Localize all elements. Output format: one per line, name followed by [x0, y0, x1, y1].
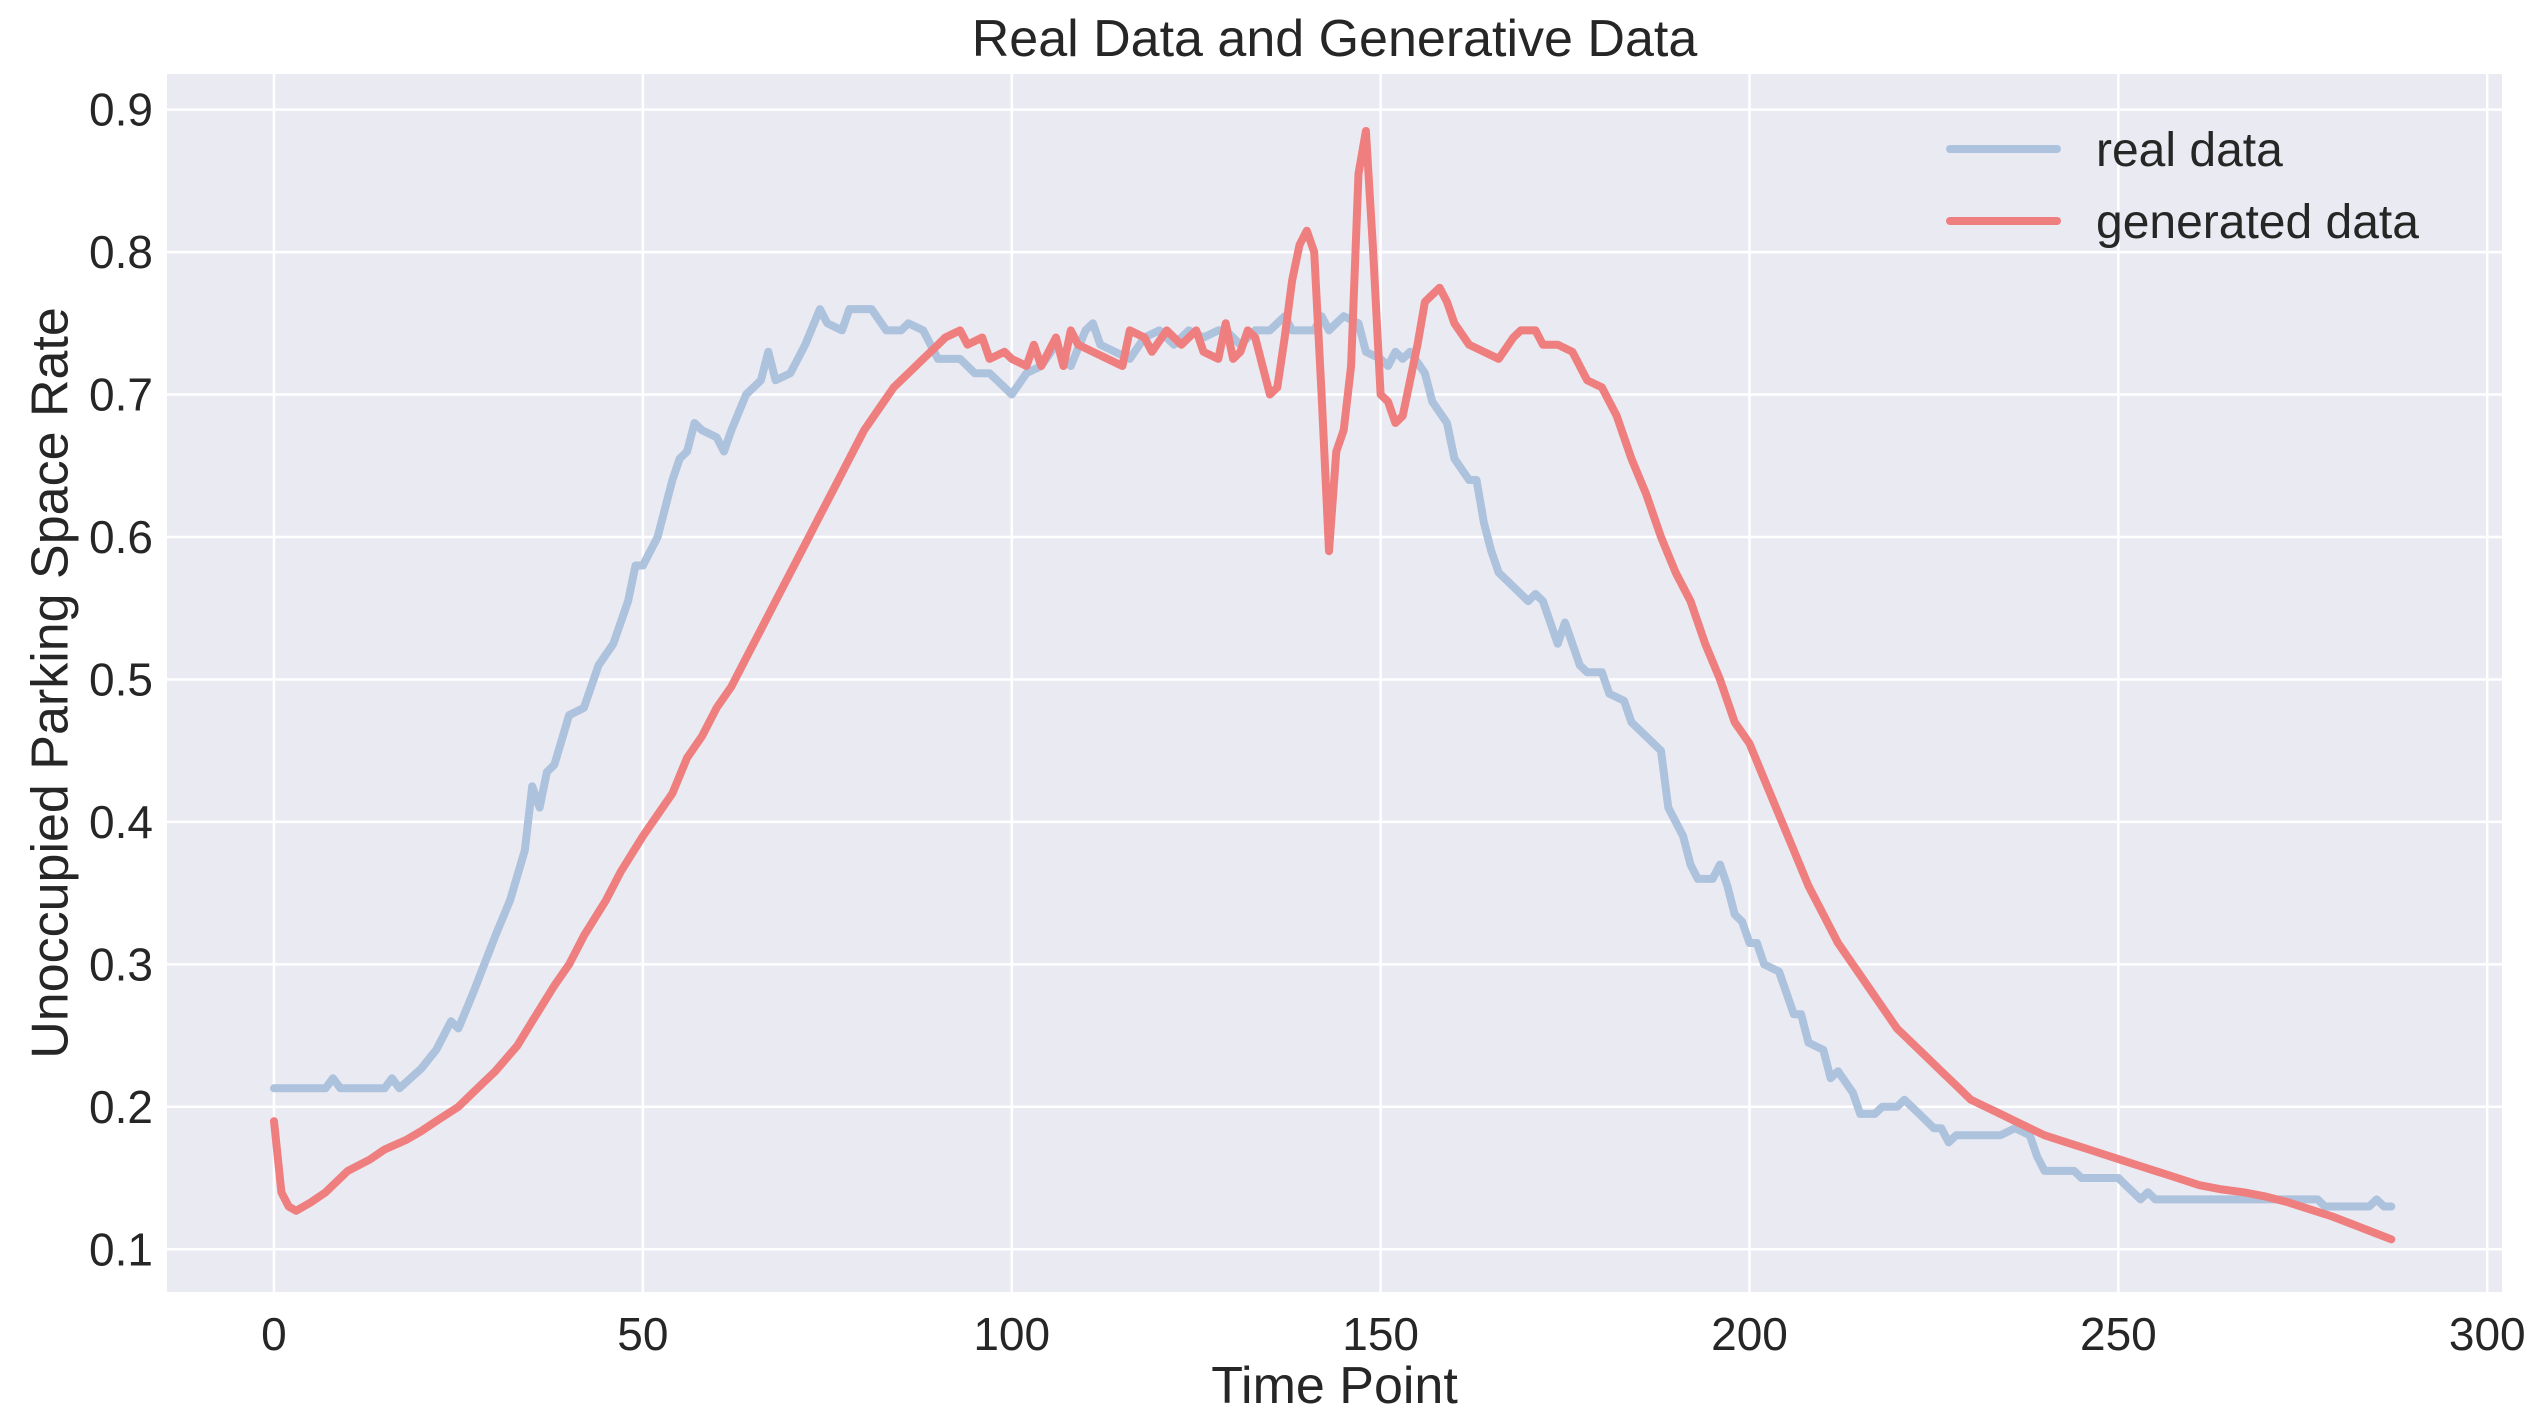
- x-tick-label: 50: [617, 1308, 668, 1360]
- y-tick-label: 0.9: [89, 84, 153, 136]
- series-layer: [270, 127, 2396, 1244]
- y-tick-label: 0.3: [89, 938, 153, 990]
- x-tick-label: 150: [1342, 1308, 1419, 1360]
- chart-title: Real Data and Generative Data: [972, 10, 1698, 68]
- y-axis-ticks: 0.1 0.2 0.3 0.4 0.5 0.6 0.7 0.8 0.9: [89, 84, 153, 1276]
- y-tick-label: 0.1: [89, 1223, 153, 1275]
- x-axis-label: Time Point: [1211, 1357, 1458, 1415]
- y-axis-label: Unoccupied Parking Space Rate: [22, 307, 80, 1059]
- x-tick-label: 300: [2449, 1308, 2526, 1360]
- plot-area: [167, 74, 2502, 1292]
- y-tick-label: 0.6: [89, 511, 153, 563]
- x-tick-label: 100: [973, 1308, 1050, 1360]
- x-axis-ticks: 0 50 100 150 200 250 300: [261, 1308, 2525, 1360]
- legend: real data generated data: [1946, 124, 2419, 249]
- series-line-generated-data: [270, 127, 2396, 1244]
- y-tick-label: 0.5: [89, 653, 153, 705]
- x-tick-label: 0: [261, 1308, 287, 1360]
- legend-label: real data: [2096, 124, 2283, 177]
- y-tick-label: 0.8: [89, 226, 153, 278]
- y-tick-label: 0.7: [89, 369, 153, 421]
- legend-label: generated data: [2096, 196, 2419, 249]
- y-tick-label: 0.4: [89, 796, 153, 848]
- x-tick-label: 200: [1711, 1308, 1788, 1360]
- grid: [167, 74, 2502, 1292]
- y-tick-label: 0.2: [89, 1081, 153, 1133]
- series-line-real-data: [270, 305, 2396, 1211]
- x-tick-label: 250: [2080, 1308, 2157, 1360]
